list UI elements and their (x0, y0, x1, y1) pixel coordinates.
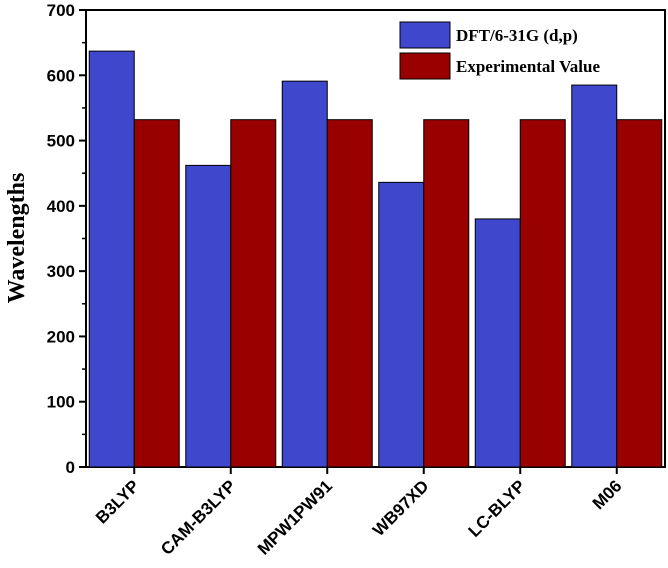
y-tick-label-600: 600 (47, 66, 75, 85)
x-tick-label-mpw1pw91: MPW1PW91 (254, 476, 336, 558)
x-tick-label-wb97xd: WB97XD (369, 476, 433, 540)
bar-cam-b3lyp-experimental (230, 119, 277, 468)
x-tick-label-m06: M06 (589, 476, 626, 513)
x-tick-label-b3lyp: B3LYP (92, 476, 143, 527)
bar-b3lyp-dft (88, 50, 135, 468)
bar-mpw1pw91-dft (281, 80, 328, 468)
x-tick-label-cam-b3lyp: CAM-B3LYP (157, 476, 239, 558)
bar-wb97xd-experimental (423, 119, 470, 468)
legend-label-dft: DFT/6-31G (d,p) (456, 26, 578, 45)
bar-wb97xd-dft (378, 181, 425, 468)
legend-swatch-experimental (399, 52, 451, 80)
x-tick-label-lc-blyp: LC-BLYP (465, 476, 529, 540)
bar-cam-b3lyp-dft (185, 164, 232, 468)
y-tick-label-0: 0 (66, 458, 75, 477)
legend-label-experimental: Experimental Value (456, 57, 600, 76)
y-tick-label-300: 300 (47, 262, 75, 281)
y-tick-label-500: 500 (47, 132, 75, 151)
bar-mpw1pw91-experimental (326, 119, 373, 468)
bar-b3lyp-experimental (133, 119, 180, 468)
bar-lc-blyp-experimental (519, 119, 566, 468)
bar-m06-dft (571, 84, 618, 468)
y-tick-label-100: 100 (47, 393, 75, 412)
bar-m06-experimental (616, 119, 663, 468)
y-tick-label-200: 200 (47, 327, 75, 346)
plot-area: 0 100 200 300 400 500 600 700 B3LYP CAM-B3LYP MPW1… (47, 1, 666, 559)
y-axis-title: Wavelengths (4, 173, 30, 304)
legend-swatch-dft (399, 21, 451, 49)
bar-lc-blyp-dft (474, 218, 521, 468)
y-tick-label-700: 700 (47, 1, 75, 20)
y-tick-label-400: 400 (47, 197, 75, 216)
